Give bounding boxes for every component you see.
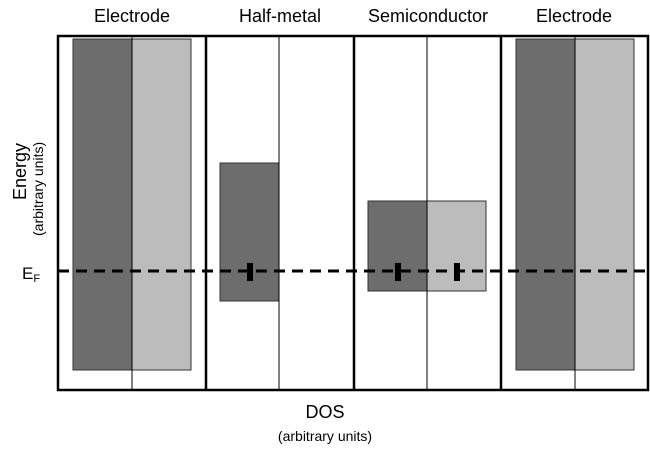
electrode-left-spin-down-band xyxy=(131,38,192,371)
electrode-right-spin-down-band xyxy=(574,38,635,371)
fermi-marker xyxy=(454,263,460,281)
fermi-subscript: F xyxy=(33,273,41,285)
panel-title-half-metal: Half-metal xyxy=(238,6,322,26)
x-axis-sublabel: (arbitrary units) xyxy=(277,428,373,444)
panel-title-semiconductor: Semiconductor xyxy=(367,6,489,26)
x-axis-label: DOS xyxy=(305,402,345,422)
fermi-level-label: EF xyxy=(22,264,40,285)
panel-title-electrode-right: Electrode xyxy=(535,6,613,26)
y-axis-label: Energy xyxy=(10,142,30,200)
y-axis-sublabel: (arbitrary units) xyxy=(30,141,46,236)
fermi-marker xyxy=(395,263,401,281)
electrode-right-spin-up-band xyxy=(515,38,576,371)
fermi-marker xyxy=(247,263,253,281)
fermi-symbol: E xyxy=(22,264,34,283)
electrode-left-spin-up-band xyxy=(72,38,133,371)
panel-title-electrode-left: Electrode xyxy=(93,6,171,26)
